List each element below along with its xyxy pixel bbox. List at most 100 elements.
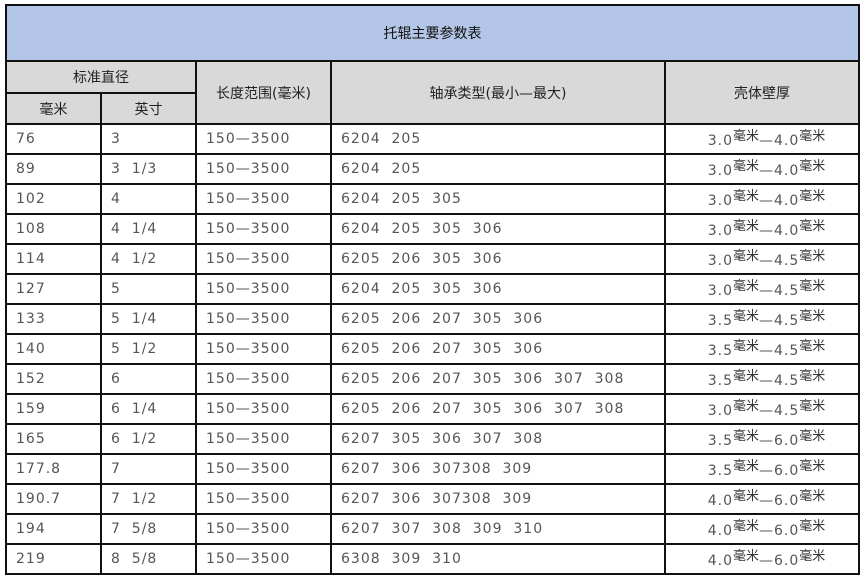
unit: 毫米 [732, 188, 759, 204]
cell-length: 150—3500 [195, 363, 332, 395]
wall-max: 4.0 [774, 132, 800, 149]
cell-bearing: 6204 205 [330, 123, 666, 155]
unit: 毫米 [732, 368, 759, 384]
cell-length: 150—3500 [195, 423, 332, 455]
cell-length: 150—3500 [195, 123, 332, 155]
cell-mm: 127 [5, 273, 102, 305]
cell-wall: 3.0毫米—4.0毫米 [664, 213, 860, 245]
cell-wall: 3.0毫米—4.0毫米 [664, 123, 860, 155]
unit: 毫米 [732, 248, 759, 264]
wall-max: 4.5 [774, 282, 800, 299]
cell-bearing: 6204 205 305 [330, 183, 666, 215]
cell-mm: 152 [5, 363, 102, 395]
cell-inch: 3 1/3 [100, 153, 197, 185]
unit: 毫米 [732, 518, 759, 534]
table-row: 159 6 1/4 150—3500 6205 206 207 305 306 307… [5, 393, 860, 425]
cell-bearing: 6207 305 306 307 308 [330, 423, 666, 455]
table-title: 托辊主要参数表 [5, 4, 860, 62]
cell-length: 150—3500 [195, 183, 332, 215]
cell-mm: 165 [5, 423, 102, 455]
cell-inch: 5 1/4 [100, 303, 197, 335]
wall-min: 3.5 [707, 372, 733, 389]
table-row: 102 4 150—3500 6204 205 305 3.0毫米—4.0毫米 [5, 183, 860, 215]
unit: 毫米 [732, 398, 759, 414]
cell-inch: 7 1/2 [100, 483, 197, 515]
cell-length: 150—3500 [195, 303, 332, 335]
cell-bearing: 6204 205 305 306 [330, 213, 666, 245]
unit: 毫米 [732, 488, 759, 504]
table-row: 108 4 1/4 150—3500 6204 205 305 306 3.0毫米—4.… [5, 213, 860, 245]
unit: 毫米 [799, 248, 826, 264]
cell-mm: 133 [5, 303, 102, 335]
cell-wall: 4.0毫米—6.0毫米 [664, 543, 860, 575]
unit: 毫米 [732, 278, 759, 294]
table-row: 190.7 7 1/2 150—3500 6207 306 307308 309 4.0… [5, 483, 860, 515]
cell-inch: 5 1/2 [100, 333, 197, 365]
cell-bearing: 6205 206 207 305 306 [330, 303, 666, 335]
cell-bearing: 6204 205 [330, 153, 666, 185]
wall-max: 6.0 [774, 462, 800, 479]
cell-wall: 3.5毫米—4.5毫米 [664, 363, 860, 395]
unit: 毫米 [732, 458, 759, 474]
cell-length: 150—3500 [195, 333, 332, 365]
roller-parameter-table: 托辊主要参数表 标准直径 长度范围(毫米) 轴承类型(最小—最大) 壳体壁厚 毫… [5, 4, 860, 575]
unit: 毫米 [799, 428, 826, 444]
cell-wall: 3.5毫米—4.5毫米 [664, 333, 860, 365]
table-row: 152 6 150—3500 6205 206 207 305 306 307 308… [5, 363, 860, 395]
unit: 毫米 [799, 278, 826, 294]
header-diameter: 标准直径 [5, 60, 197, 94]
wall-max: 4.5 [774, 312, 800, 329]
cell-bearing: 6207 307 308 309 310 [330, 513, 666, 545]
cell-wall: 4.0毫米—6.0毫米 [664, 483, 860, 515]
wall-max: 4.0 [774, 192, 800, 209]
cell-inch: 6 [100, 363, 197, 395]
unit: 毫米 [732, 548, 759, 564]
unit: 毫米 [799, 218, 826, 234]
unit: 毫米 [732, 218, 759, 234]
cell-bearing: 6308 309 310 [330, 543, 666, 575]
cell-inch: 3 [100, 123, 197, 155]
unit: 毫米 [799, 548, 826, 564]
cell-length: 150—3500 [195, 543, 332, 575]
cell-inch: 4 [100, 183, 197, 215]
unit: 毫米 [799, 458, 826, 474]
cell-wall: 3.0毫米—4.5毫米 [664, 393, 860, 425]
unit: 毫米 [799, 368, 826, 384]
table-row: 89 3 1/3 150—3500 6204 205 3.0毫米—4.0毫米 [5, 153, 860, 185]
wall-min: 4.0 [707, 522, 733, 539]
cell-mm: 177.8 [5, 453, 102, 485]
wall-min: 3.0 [707, 402, 733, 419]
cell-inch: 4 1/2 [100, 243, 197, 275]
cell-inch: 5 [100, 273, 197, 305]
cell-bearing: 6205 206 207 305 306 307 308 [330, 393, 666, 425]
wall-min: 3.5 [707, 342, 733, 359]
cell-wall: 3.5毫米—4.5毫米 [664, 303, 860, 335]
cell-bearing: 6204 205 305 306 [330, 273, 666, 305]
wall-min: 3.0 [707, 252, 733, 269]
cell-length: 150—3500 [195, 393, 332, 425]
cell-inch: 6 1/4 [100, 393, 197, 425]
unit: 毫米 [799, 308, 826, 324]
table-row: 114 4 1/2 150—3500 6205 206 305 306 3.0毫米—4.… [5, 243, 860, 275]
cell-inch: 8 5/8 [100, 543, 197, 575]
table-row: 140 5 1/2 150—3500 6205 206 207 305 306 3.5毫… [5, 333, 860, 365]
cell-length: 150—3500 [195, 243, 332, 275]
table-row: 76 3 150—3500 6204 205 3.0毫米—4.0毫米 [5, 123, 860, 155]
cell-mm: 102 [5, 183, 102, 215]
cell-bearing: 6207 306 307308 309 [330, 453, 666, 485]
wall-min: 4.0 [707, 552, 733, 569]
cell-inch: 6 1/2 [100, 423, 197, 455]
cell-mm: 108 [5, 213, 102, 245]
cell-length: 150—3500 [195, 213, 332, 245]
cell-length: 150—3500 [195, 513, 332, 545]
wall-max: 4.5 [774, 372, 800, 389]
unit: 毫米 [799, 488, 826, 504]
header-bearing: 轴承类型(最小—最大) [330, 60, 666, 125]
unit: 毫米 [732, 308, 759, 324]
cell-wall: 3.5毫米—6.0毫米 [664, 453, 860, 485]
cell-mm: 114 [5, 243, 102, 275]
cell-length: 150—3500 [195, 273, 332, 305]
unit: 毫米 [799, 398, 826, 414]
header-length: 长度范围(毫米) [195, 60, 332, 125]
cell-inch: 4 1/4 [100, 213, 197, 245]
